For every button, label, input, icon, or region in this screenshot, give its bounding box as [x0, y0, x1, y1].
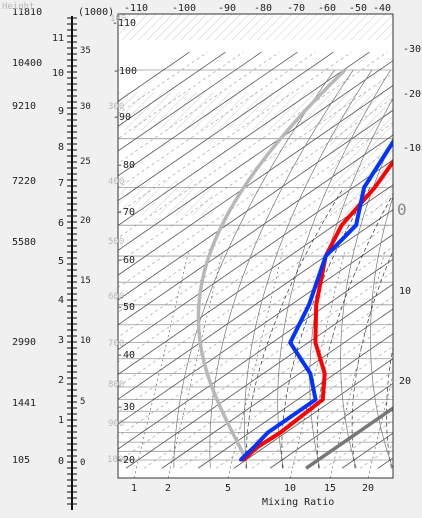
temperature-point: [323, 372, 326, 375]
top-temperature-label: -100: [172, 3, 196, 14]
kft-label: 5: [80, 397, 85, 407]
temperature-point: [279, 431, 282, 434]
right-temperature-label: 0: [397, 200, 407, 219]
top-temperature-label: -80: [254, 3, 272, 14]
height-label: 5580: [12, 237, 36, 248]
mixing-ratio-label: 2: [165, 483, 171, 494]
km-label: 4: [58, 295, 64, 306]
pressure-label: 600: [108, 292, 124, 302]
dewpoint-point: [253, 445, 256, 448]
height-label: 105: [12, 455, 30, 466]
height-label: 2990: [12, 337, 36, 348]
height-label: 9210: [12, 101, 36, 112]
right-temperature-label: -10: [403, 143, 421, 154]
kft-label: 35: [80, 46, 91, 56]
km-label: 3: [58, 335, 64, 346]
isotherm-label: -110: [112, 18, 136, 29]
top-temperature-label: -40: [373, 3, 391, 14]
top-temperature-label: -50: [349, 3, 367, 14]
temperature-point: [321, 398, 324, 401]
km-label: 9: [58, 106, 64, 117]
dry-adiabat: [399, 70, 422, 468]
right-temperature-label: 20: [399, 376, 411, 387]
mixing-ratio-label: 1: [131, 483, 137, 494]
mixing-ratio-labels: 1 2 5 10 15 20: [131, 483, 374, 494]
isotherm-label: -50: [117, 302, 135, 313]
kft-label: 0: [80, 458, 85, 468]
isotherm-label: -40: [117, 350, 135, 361]
dewpoint-point: [314, 398, 317, 401]
dewpoint-point: [239, 459, 242, 462]
right-temperature-label: -20: [403, 89, 421, 100]
dewpoint-point: [407, 69, 410, 72]
dewpoint-point: [266, 431, 269, 434]
temperature-point: [315, 303, 318, 306]
km-label: 8: [58, 142, 64, 153]
pressure-label: 300: [108, 102, 124, 112]
km-label: 7: [58, 178, 64, 189]
pressure-label: 700: [108, 339, 124, 349]
mixing-ratio-label: 20: [362, 483, 374, 494]
km-label: 6: [58, 218, 64, 229]
right-temperature-labels: -30 -20 -10 0 10 20: [397, 44, 421, 387]
pressure-label: 900: [108, 419, 124, 429]
top-temperature-label: -110: [124, 3, 148, 14]
height-label: 7220: [12, 176, 36, 187]
isotherm-label: -100: [113, 66, 137, 77]
dewpoint-point: [289, 341, 292, 344]
kft-label: 25: [80, 157, 91, 167]
km-label: 2: [58, 375, 64, 386]
kft-label: 10: [80, 336, 91, 346]
mixing-ratio-label: 10: [284, 483, 296, 494]
km-label: 5: [58, 256, 64, 267]
top-temperature-label: -70: [287, 3, 305, 14]
mixing-ratio-label: 15: [324, 483, 336, 494]
temperature-point: [373, 186, 376, 189]
top-temperature-labels: -110 -100 -90 -80 -70 -60 -50 -40: [124, 3, 391, 14]
pressure-label: 800: [108, 380, 124, 390]
dewpoint-point: [324, 255, 327, 258]
height-label: 1441: [12, 398, 36, 409]
pressure-label: 500: [108, 237, 124, 247]
isotherm-label: -30: [117, 402, 135, 413]
right-temperature-label: -30: [403, 44, 421, 55]
top-temperature-label: -60: [318, 3, 336, 14]
isotherm-label: -60: [117, 255, 135, 266]
isotherm: [396, 52, 422, 468]
mixing-ratio-label: 5: [225, 483, 231, 494]
km-label: 11: [52, 33, 64, 44]
km-label: 10: [52, 68, 64, 79]
temperature-point: [408, 137, 411, 140]
right-temperature-label: 10: [399, 286, 411, 297]
isotherm-label: -80: [117, 160, 135, 171]
dewpoint-point: [355, 224, 358, 227]
isotherm-label: -90: [113, 112, 131, 123]
isotherm-label: -20: [117, 455, 135, 466]
kft-label: 15: [80, 276, 91, 286]
dewpoint-point: [363, 186, 366, 189]
dewpoint-point: [394, 137, 397, 140]
height-label: 10400: [12, 58, 42, 69]
isotherm-label: -70: [117, 207, 135, 218]
x-axis-title: Mixing Ratio: [262, 497, 334, 508]
plot-area: [118, 14, 393, 478]
pressure-label: 400: [108, 177, 124, 187]
height-title: Height: [2, 2, 35, 12]
dewpoint-point: [308, 303, 311, 306]
hatch-block: [118, 14, 393, 40]
km-label: 1: [58, 415, 64, 426]
temperature-point: [340, 224, 343, 227]
top-temperature-label: -90: [218, 3, 236, 14]
dewpoint-point: [309, 372, 312, 375]
isotherm: [414, 52, 422, 468]
km-title: (1000): [78, 7, 114, 18]
kft-label: 30: [80, 102, 91, 112]
temperature-point: [314, 341, 317, 344]
km-label: 0: [58, 456, 64, 467]
kft-label: 20: [80, 216, 91, 226]
